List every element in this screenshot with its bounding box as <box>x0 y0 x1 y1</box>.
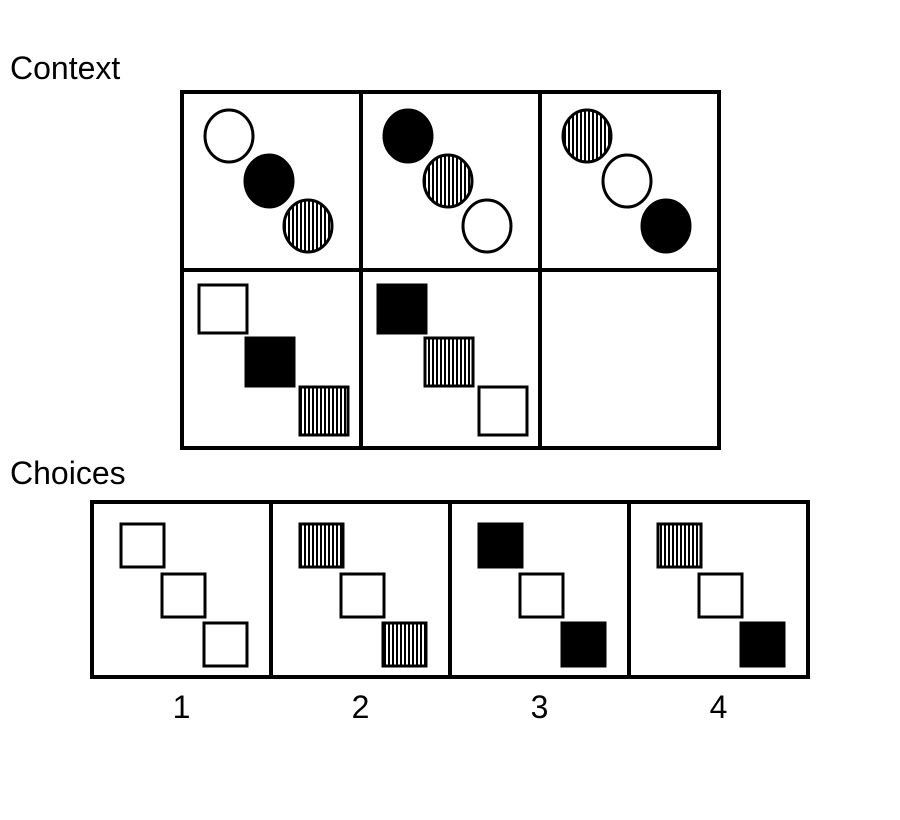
choices-grid <box>90 500 810 679</box>
square-white <box>202 621 249 668</box>
context-cell-r1-c1 <box>180 90 363 272</box>
context-cell-r2-c3 <box>538 268 721 450</box>
square-white <box>197 283 249 335</box>
cell-border <box>538 268 721 450</box>
square-black <box>560 621 607 668</box>
circle-black <box>640 198 692 254</box>
circle-striped <box>282 198 334 254</box>
circle-white <box>203 108 255 164</box>
square-striped <box>298 522 345 569</box>
choice-number-4: 4 <box>709 689 728 725</box>
choices-label: Choices <box>10 455 126 491</box>
context-cell-r1-c3 <box>538 90 721 272</box>
context-grid <box>180 90 721 450</box>
choice-option-1[interactable] <box>90 500 273 679</box>
context-cell-r1-c2 <box>359 90 542 272</box>
circle-white <box>461 198 513 254</box>
choice-number-2: 2 <box>351 689 370 725</box>
circle-black <box>382 108 434 164</box>
context-cell-r2-c2 <box>359 268 542 450</box>
square-striped <box>298 385 350 437</box>
square-white <box>339 572 386 619</box>
square-black <box>477 522 524 569</box>
square-striped <box>656 522 703 569</box>
circle-black <box>243 153 295 209</box>
circle-striped <box>561 108 613 164</box>
context-label: Context <box>10 50 121 86</box>
square-white <box>697 572 744 619</box>
square-black <box>244 336 296 388</box>
square-white <box>518 572 565 619</box>
choice-number-3: 3 <box>530 689 549 725</box>
choice-option-4[interactable] <box>627 500 810 679</box>
square-white <box>477 385 529 437</box>
choice-option-2[interactable] <box>269 500 452 679</box>
choice-number-1: 1 <box>172 689 191 725</box>
circle-white <box>601 153 653 209</box>
square-white <box>160 572 207 619</box>
square-black <box>376 283 428 335</box>
square-striped <box>381 621 428 668</box>
square-striped <box>423 336 475 388</box>
circle-striped <box>422 153 474 209</box>
context-cell-r2-c1 <box>180 268 363 450</box>
square-black <box>739 621 786 668</box>
square-white <box>119 522 166 569</box>
choice-option-3[interactable] <box>448 500 631 679</box>
